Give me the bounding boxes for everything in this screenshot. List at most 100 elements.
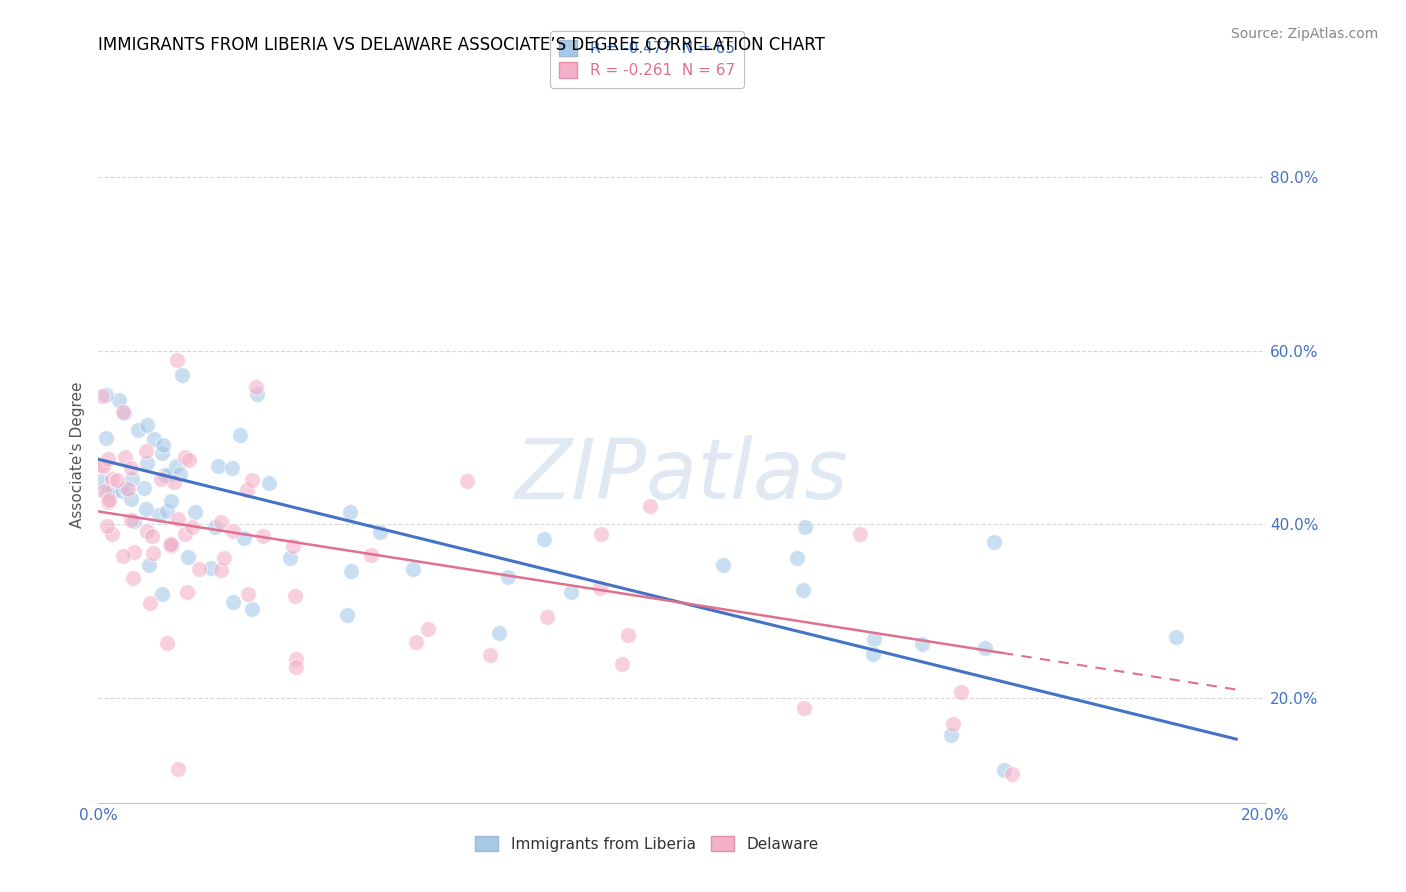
- Point: [240, 473, 263, 487]
- Point: [157, 468, 180, 483]
- Point: [159, 538, 181, 552]
- Point: [150, 446, 173, 460]
- Point: [124, 545, 146, 559]
- Point: [135, 501, 157, 516]
- Point: [849, 527, 872, 541]
- Point: [174, 527, 197, 541]
- Point: [139, 596, 162, 610]
- Point: [236, 483, 259, 498]
- Point: [94, 387, 117, 401]
- Point: [105, 473, 128, 487]
- Point: [246, 386, 269, 401]
- Point: [983, 535, 1005, 549]
- Point: [285, 660, 308, 674]
- Point: [176, 585, 198, 599]
- Point: [640, 499, 662, 513]
- Point: [591, 527, 613, 541]
- Point: [135, 524, 157, 538]
- Point: [163, 475, 186, 489]
- Point: [150, 472, 173, 486]
- Point: [259, 476, 281, 491]
- Point: [340, 565, 363, 579]
- Point: [136, 417, 159, 432]
- Point: [479, 648, 502, 662]
- Point: [115, 481, 138, 495]
- Point: [112, 406, 135, 420]
- Point: [209, 515, 232, 529]
- Point: [1001, 767, 1024, 781]
- Point: [167, 511, 190, 525]
- Point: [174, 450, 197, 464]
- Point: [221, 461, 243, 475]
- Point: [101, 527, 124, 541]
- Point: [209, 563, 232, 577]
- Point: [121, 472, 143, 486]
- Point: [156, 636, 179, 650]
- Point: [236, 586, 259, 600]
- Point: [405, 635, 427, 649]
- Point: [120, 460, 142, 475]
- Point: [90, 389, 112, 403]
- Point: [794, 520, 817, 534]
- Text: IMMIGRANTS FROM LIBERIA VS DELAWARE ASSOCIATE’S DEGREE CORRELATION CHART: IMMIGRANTS FROM LIBERIA VS DELAWARE ASSO…: [98, 36, 825, 54]
- Point: [98, 493, 121, 508]
- Point: [148, 508, 170, 523]
- Point: [91, 458, 114, 472]
- Point: [283, 539, 305, 553]
- Point: [617, 628, 640, 642]
- Point: [496, 570, 519, 584]
- Point: [285, 652, 308, 666]
- Point: [135, 443, 157, 458]
- Point: [114, 450, 136, 465]
- Point: [122, 514, 145, 528]
- Point: [222, 595, 245, 609]
- Point: [204, 520, 226, 534]
- Point: [108, 393, 131, 408]
- Y-axis label: Associate's Degree: Associate's Degree: [69, 382, 84, 528]
- Point: [111, 549, 134, 564]
- Point: [184, 505, 207, 519]
- Point: [589, 581, 612, 595]
- Point: [120, 491, 142, 506]
- Text: Source: ZipAtlas.com: Source: ZipAtlas.com: [1230, 27, 1378, 41]
- Point: [792, 701, 814, 715]
- Point: [862, 648, 884, 662]
- Point: [212, 550, 235, 565]
- Point: [177, 549, 200, 564]
- Point: [229, 428, 252, 442]
- Point: [90, 474, 112, 488]
- Point: [786, 550, 808, 565]
- Point: [188, 562, 211, 576]
- Point: [368, 524, 391, 539]
- Point: [142, 546, 165, 560]
- Point: [97, 451, 120, 466]
- Point: [949, 685, 972, 699]
- Point: [1164, 631, 1187, 645]
- Point: [143, 432, 166, 446]
- Point: [200, 561, 222, 575]
- Point: [122, 571, 145, 585]
- Point: [155, 504, 177, 518]
- Point: [560, 585, 582, 599]
- Point: [160, 539, 183, 553]
- Text: ZIPatlas: ZIPatlas: [515, 435, 849, 516]
- Point: [153, 467, 176, 482]
- Point: [91, 458, 114, 473]
- Point: [222, 524, 245, 539]
- Point: [96, 486, 118, 500]
- Point: [418, 622, 440, 636]
- Point: [336, 608, 359, 623]
- Point: [96, 432, 118, 446]
- Point: [278, 550, 301, 565]
- Point: [152, 438, 174, 452]
- Point: [93, 483, 115, 498]
- Point: [245, 380, 267, 394]
- Point: [141, 529, 163, 543]
- Point: [942, 717, 965, 731]
- Point: [360, 548, 382, 562]
- Point: [252, 529, 274, 543]
- Point: [612, 657, 634, 671]
- Point: [711, 558, 734, 573]
- Point: [863, 632, 886, 646]
- Point: [993, 763, 1015, 777]
